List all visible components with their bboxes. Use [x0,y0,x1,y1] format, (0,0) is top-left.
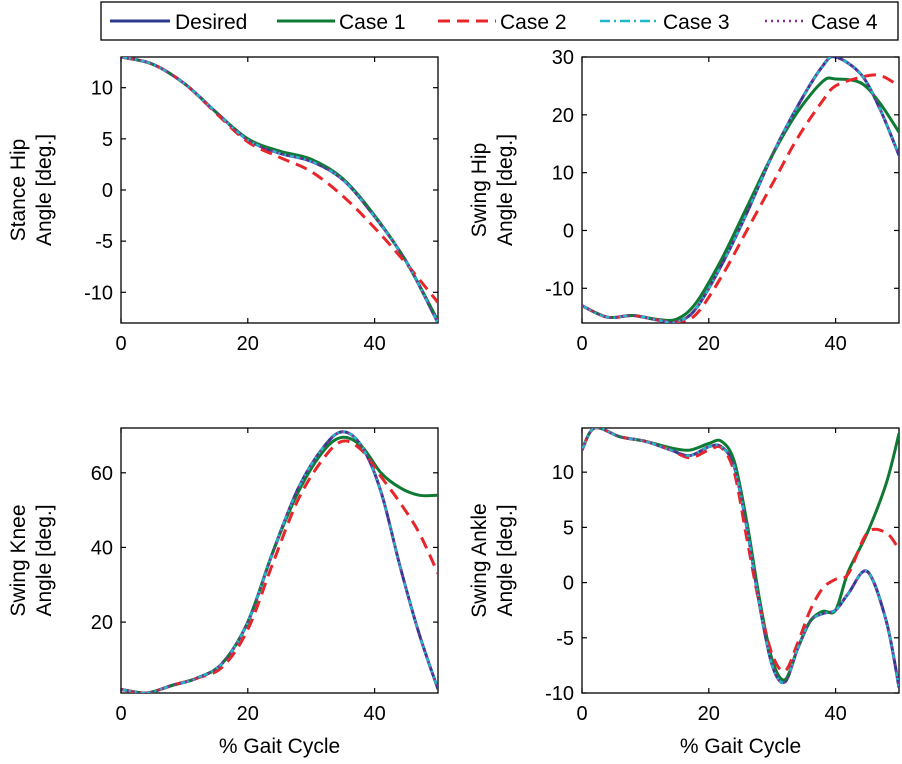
x-axis-label: % Gait Cycle [219,735,340,758]
legend-entry: Desired [110,11,247,34]
y-tick-label: 0 [563,573,574,595]
x-tick-label: 40 [363,333,385,355]
y-tick-label: -10 [84,282,113,304]
y-axis-label: Angle [deg.] [494,134,517,246]
x-axis-label: % Gait Cycle [680,735,801,758]
x-tick-label: 0 [576,703,587,725]
series-line-case-3 [121,57,438,323]
y-tick-label: 5 [102,129,113,151]
y-tick-label: -10 [545,683,574,705]
x-tick-label: 20 [237,333,259,355]
x-tick-label: 0 [115,703,126,725]
y-tick-label: 30 [552,47,574,69]
swing-hip-plot: 0 20 40 -10 0 10 20 30 Swing Hip Angle [deg.] [468,47,900,355]
x-tick-label: 40 [824,333,846,355]
legend-entry: Case 4 [765,11,878,34]
y-tick-label: 60 [91,463,113,485]
y-axis-label: Swing Ankle [468,503,491,617]
x-tick-label: 40 [363,703,385,725]
stance-hip-plot: 0 20 40 -10 -5 0 5 10 Stance Hip Angle [deg.] [7,56,439,355]
y-axis-label: Angle [deg.] [33,134,56,246]
legend-entry: Case 2 [438,11,567,34]
y-tick-label: 10 [91,78,113,100]
y-tick-label: 0 [563,220,574,242]
legend: Desired Case 1 Case 2 Case 3 Case 4 [100,1,899,41]
y-axis-label: Swing Hip [468,143,491,238]
y-axis-label: Angle [deg.] [494,504,517,616]
legend-entry: Case 1 [277,11,406,34]
series-line-case-2 [121,57,438,304]
series-line-case-4 [582,428,899,688]
axes-box [120,56,439,324]
x-tick-label: 40 [824,703,846,725]
y-axis-label: Swing Knee [7,504,30,616]
y-tick-label: -5 [556,628,574,650]
y-tick-label: -5 [95,231,113,253]
y-tick-label: 5 [563,517,574,539]
y-tick-label: 40 [91,537,113,559]
series-line-case-4 [582,57,899,323]
axes-box [120,427,439,694]
x-tick-label: 20 [698,703,720,725]
swing-knee-plot: 0 20 40 20 40 60 Swing Knee Angle [deg.] % Gait … [7,427,439,758]
y-tick-label: -10 [545,278,574,300]
x-tick-label: 20 [698,333,720,355]
swing-ankle-plot: 0 20 40 -10 -5 0 5 10 Swing Ankle Angle [deg.] % G… [468,427,900,758]
legend-label: Desired [175,11,247,34]
legend-label: Case 3 [663,11,730,34]
x-tick-label: 20 [237,703,259,725]
legend-label: Case 1 [339,11,406,34]
legend-label: Case 4 [811,11,878,34]
y-axis-label: Stance Hip [7,139,30,242]
y-tick-label: 10 [552,462,574,484]
y-tick-label: 0 [102,180,113,202]
x-tick-label: 0 [115,333,126,355]
axes-box [581,427,900,694]
y-tick-label: 10 [552,163,574,185]
series-line-case-4 [121,430,438,693]
x-tick-label: 0 [576,333,587,355]
legend-label: Case 2 [500,11,567,34]
y-tick-label: 20 [91,612,113,634]
legend-entry: Case 3 [600,11,730,34]
y-axis-label: Angle [deg.] [33,504,56,616]
axes-box [581,56,900,324]
y-tick-label: 20 [552,105,574,127]
